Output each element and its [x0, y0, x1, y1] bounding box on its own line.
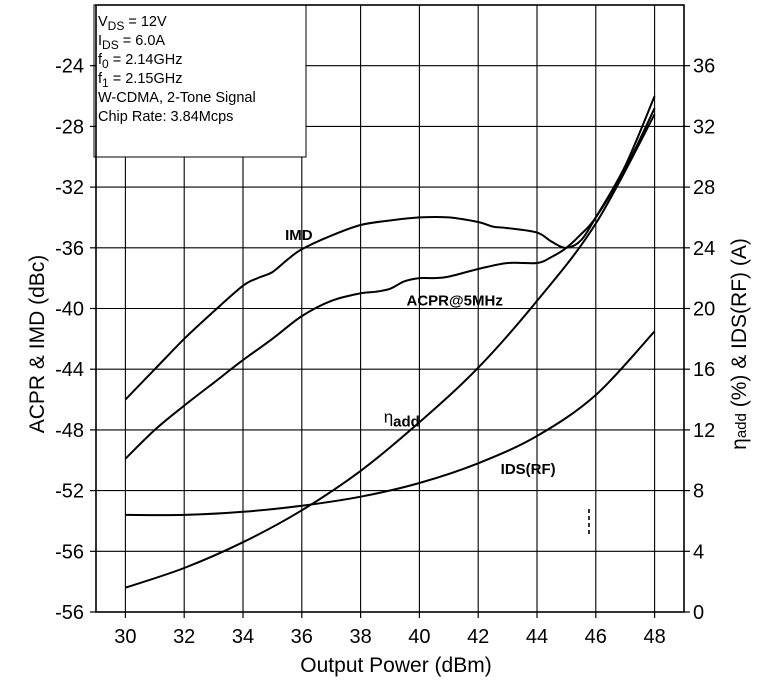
series-label-1: ACPR@5MHz [407, 292, 503, 309]
x-tick-label-5: 40 [408, 626, 430, 648]
right-y-tick-label-5: 20 [693, 299, 715, 321]
right-y-axis-label-rest: (%) & IDS(RF) (A) [728, 238, 751, 413]
legend-line-4: W-CDMA, 2-Tone Signal [98, 90, 256, 106]
x-tick-label-7: 44 [526, 626, 548, 648]
x-tick-label-8: 46 [585, 626, 607, 648]
left-y-tick-label-5: -40 [55, 299, 84, 321]
right-y-tick-label-2: 8 [693, 481, 704, 503]
series-labels: IMD ACPR@5MHz ηadd IDS(RF) [285, 227, 556, 478]
series-line-3 [125, 330, 656, 517]
x-axis-label: Output Power (dBm) [300, 654, 491, 677]
right-y-tick-label-3: 12 [693, 420, 715, 442]
grid [96, 5, 684, 612]
left-y-tick-label-9: -24 [55, 56, 84, 78]
right-y-axis-label: ηadd (%) & IDS(RF) (A) [728, 238, 751, 450]
x-tick-label-3: 36 [291, 626, 313, 648]
series-line-1 [124, 107, 656, 460]
left-y-tick-label-8: -28 [55, 116, 84, 138]
legend-line-1: IDS = 6.0A [98, 33, 165, 52]
left-y-tick-label-4: -44 [55, 359, 84, 381]
series-line-2 [125, 113, 656, 589]
x-tick-label-0: 30 [114, 626, 136, 648]
left-y-axis-ticks: -56 -56 -52 -48 -44 -40 -36 -32 -28 -24 [55, 56, 96, 624]
left-y-axis-label: ACPR & IMD (dBc) [26, 255, 49, 434]
left-y-tick-label-6: -36 [55, 238, 84, 260]
left-y-tick-label-3: -48 [55, 420, 84, 442]
series-label-3: IDS(RF) [501, 461, 556, 478]
x-tick-label-1: 32 [173, 626, 195, 648]
right-y-axis-label-eta: η [728, 438, 751, 450]
right-y-tick-label-8: 32 [693, 116, 715, 138]
right-y-tick-label-4: 16 [693, 359, 715, 381]
right-y-axis-ticks: 0 4 8 12 16 20 24 28 32 36 [684, 56, 715, 624]
left-y-tick-label-0: -56 [55, 602, 84, 624]
series-line-0 [124, 95, 656, 401]
legend-line-0: VDS = 12V [98, 14, 167, 33]
right-y-axis-label-sub: add [733, 413, 750, 438]
left-y-tick-label-1: -56 [55, 541, 84, 563]
legend-line-2: f0 = 2.14GHz [98, 52, 182, 71]
x-tick-label-4: 38 [349, 626, 371, 648]
series-label-0: IMD [285, 227, 313, 244]
x-axis-ticks: 30 32 34 36 38 40 42 44 46 48 [114, 612, 666, 648]
right-y-tick-label-7: 28 [693, 177, 715, 199]
x-tick-label-9: 48 [643, 626, 665, 648]
right-y-tick-label-0: 0 [693, 602, 704, 624]
legend-line-5: Chip Rate: 3.84Mcps [98, 109, 233, 125]
x-tick-label-2: 34 [232, 626, 254, 648]
legend-line-3: f1 = 2.15GHz [98, 71, 182, 90]
series-label-2: ηadd [384, 407, 420, 430]
series [124, 95, 656, 589]
x-tick-label-6: 42 [467, 626, 489, 648]
left-y-tick-label-7: -32 [55, 177, 84, 199]
left-y-tick-label-2: -52 [55, 481, 84, 503]
right-y-tick-label-9: 36 [693, 56, 715, 78]
right-y-tick-label-6: 24 [693, 238, 715, 260]
right-y-tick-label-1: 4 [693, 541, 704, 563]
